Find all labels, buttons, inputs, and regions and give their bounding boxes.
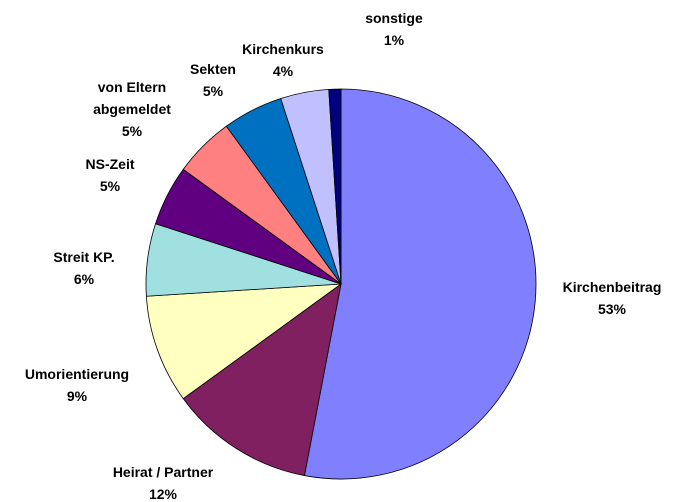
category-label: sonstige [365,10,423,26]
slice-label: Streit KP. 6% [24,246,144,290]
slice-label: Heirat / Partner 12% [83,461,243,502]
value-label: 1% [383,32,405,48]
category-label: NS-Zeit [85,156,135,172]
slice-label: Umorientierung 9% [2,363,152,407]
slice-label: von Eltern abgemeldet 5% [87,76,177,142]
category-label: Streit KP. [53,249,115,265]
slice-label: Kirchenbeitrag 53% [537,276,682,320]
slice-label: Kirchenkurs 4% [228,38,338,82]
category-label: Kirchenbeitrag [562,279,662,295]
slice-label: Sekten 5% [173,58,253,102]
value-label: 9% [66,388,88,404]
pie-slice [145,283,343,400]
category-label: Umorientierung [24,366,130,382]
pie-slice [303,88,537,480]
value-label: 4% [272,63,294,79]
slice-label: sonstige 1% [349,7,439,51]
value-label: 5% [121,123,143,139]
category-label: Heirat / Partner [112,464,214,480]
category-label: von Eltern abgemeldet [93,79,171,117]
value-label: 53% [597,301,627,317]
value-label: 5% [202,83,224,99]
category-label: Kirchenkurs [242,41,324,57]
value-label: 12% [148,486,178,502]
value-label: 5% [99,178,121,194]
value-label: 6% [73,271,95,287]
slice-label: NS-Zeit 5% [60,153,160,197]
category-label: Sekten [190,61,236,77]
pie-slice [182,283,342,477]
pie-slice [328,88,342,285]
